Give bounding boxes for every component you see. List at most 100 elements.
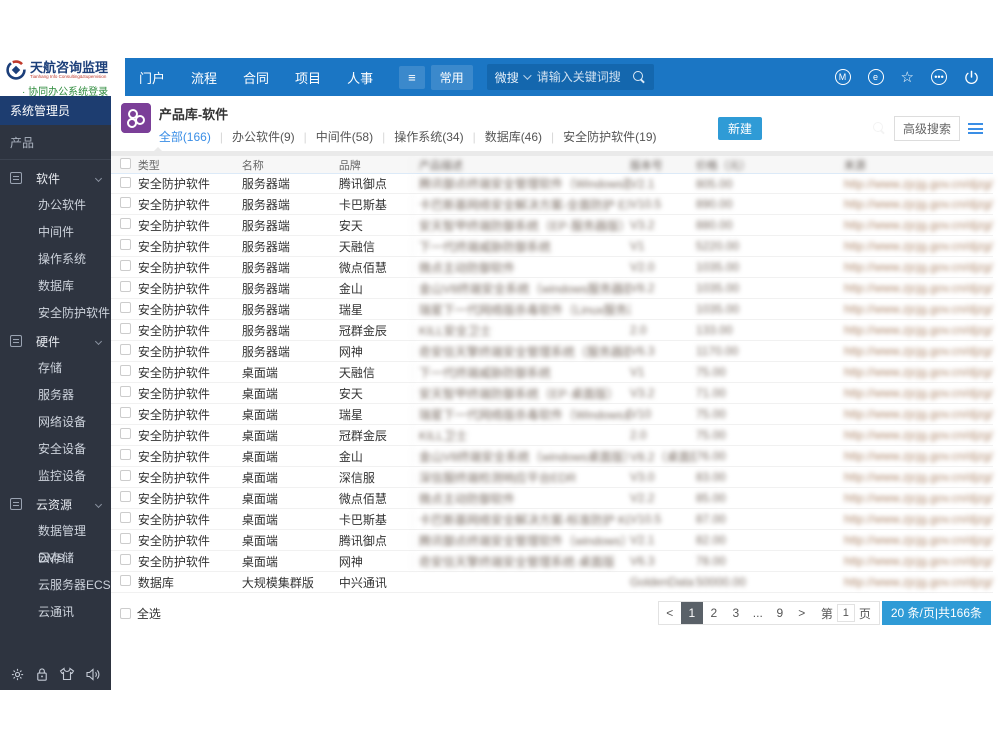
- table-row[interactable]: 安全防护软件 服务器端 卡巴斯基 卡巴斯基网络安全解决方案-全面防护 EX V1…: [110, 194, 993, 215]
- table-row[interactable]: 安全防护软件 桌面端 网神 奇安信天擎终端安全管理系统·桌面版 V6.3 78.…: [110, 551, 993, 572]
- row-checkbox[interactable]: [119, 239, 131, 250]
- lock-icon[interactable]: [35, 667, 49, 682]
- sidebar-item-2-1[interactable]: 云存储: [38, 551, 75, 565]
- row-checkbox[interactable]: [119, 302, 131, 313]
- more-options-icon[interactable]: •••: [931, 69, 947, 85]
- table-row[interactable]: 安全防护软件 桌面端 天融信 下一代终端威胁防御系统 V1 75.00 http…: [110, 362, 993, 383]
- sidebar-item-1-3[interactable]: 安全设备: [38, 442, 87, 456]
- row-checkbox[interactable]: [119, 491, 131, 502]
- row-checkbox[interactable]: [119, 512, 131, 523]
- sidebar-group-1[interactable]: 硬件: [0, 327, 111, 355]
- header-checkbox[interactable]: [119, 157, 131, 169]
- new-button[interactable]: 新建: [717, 116, 762, 140]
- table-row[interactable]: 安全防护软件 服务器端 腾讯御点 腾讯御点终端安全管理软件（Windows版） …: [110, 173, 993, 194]
- row-checkbox[interactable]: [119, 407, 131, 418]
- theme-shirt-icon[interactable]: [59, 667, 75, 682]
- table-row[interactable]: 安全防护软件 桌面端 瑞星 瑞星下一代网络版杀毒软件（Windows桌面版） V…: [110, 404, 993, 425]
- sidebar-item-2-2[interactable]: 云服务器ECS: [38, 578, 111, 592]
- tab-2[interactable]: 中间件(58): [315, 130, 374, 144]
- sidebar-item-0-4[interactable]: 安全防护软件: [38, 306, 111, 320]
- sidebar-item-0-0[interactable]: 办公软件: [38, 198, 87, 212]
- sidebar-item-2-0[interactable]: 数据管理DMS: [38, 524, 87, 565]
- sidebar-item-1-0[interactable]: 存储: [38, 361, 63, 375]
- prev-page-button[interactable]: <: [666, 606, 674, 620]
- select-all[interactable]: 全选: [119, 605, 161, 622]
- table-row[interactable]: 安全防护软件 服务器端 冠群金辰 KILL安全卫士 2.0 133.00 htt…: [110, 320, 993, 341]
- select-all-checkbox[interactable]: [119, 607, 131, 619]
- row-checkbox[interactable]: [119, 554, 131, 565]
- table-row[interactable]: 安全防护软件 服务器端 天融信 下一代终端威胁防御系统 V1 5220.00 h…: [110, 236, 993, 257]
- nav-item-1[interactable]: 流程: [191, 70, 218, 86]
- nav-item-3[interactable]: 项目: [295, 70, 322, 86]
- tab-4[interactable]: 数据库(46): [484, 130, 543, 144]
- row-checkbox[interactable]: [119, 470, 131, 481]
- page-button-1[interactable]: 1: [680, 602, 703, 624]
- settings-gear-icon[interactable]: [10, 667, 25, 682]
- sidebar-item-1-4[interactable]: 监控设备: [38, 469, 87, 483]
- table-row[interactable]: 安全防护软件 服务器端 瑞星 瑞星下一代网络版杀毒软件（Linux服务器） 10…: [110, 299, 993, 320]
- table-row[interactable]: 安全防护软件 桌面端 安天 安天智甲终端防御系统（EP·桌面版） V3.2 71…: [110, 383, 993, 404]
- row-checkbox[interactable]: [119, 323, 131, 334]
- table-row[interactable]: 安全防护软件 桌面端 微点佰慧 微点主动防御软件 V2.2 85.00 http…: [110, 488, 993, 509]
- power-logout-icon[interactable]: [964, 70, 979, 85]
- row-checkbox[interactable]: [119, 197, 131, 208]
- table-row[interactable]: 安全防护软件 服务器端 金山 金山V8终端安全系统（windows服务器版） V…: [110, 278, 993, 299]
- global-search-input[interactable]: [536, 70, 633, 84]
- filter-search-icon[interactable]: [872, 121, 886, 135]
- page-button-...[interactable]: ...: [752, 606, 763, 620]
- page-button-3[interactable]: 3: [732, 606, 740, 620]
- cell-description: 金山V8终端安全系统（windows服务器版）: [411, 279, 630, 297]
- speaker-volume-icon[interactable]: [85, 667, 101, 682]
- chat-icon[interactable]: e: [867, 69, 884, 85]
- page-button-9[interactable]: 9: [776, 606, 784, 620]
- sidebar-item-0-3[interactable]: 数据库: [38, 279, 75, 293]
- next-page-button[interactable]: >: [798, 606, 806, 620]
- favorites-star-icon[interactable]: ☆: [900, 69, 914, 86]
- table-row[interactable]: 安全防护软件 桌面端 深信服 深信服终端检测响应平台EDR V3.0 83.00…: [110, 467, 993, 488]
- table-row[interactable]: 安全防护软件 服务器端 安天 安天智甲终端防御系统（EP·服务器版） V3.2 …: [110, 215, 993, 236]
- tab-0[interactable]: 全部(166): [158, 130, 211, 144]
- tab-5[interactable]: 安全防护软件(19): [563, 130, 657, 144]
- table-row[interactable]: 安全防护软件 桌面端 冠群金辰 KILL卫士 2.0 75.00 http://…: [110, 425, 993, 446]
- row-checkbox[interactable]: [119, 344, 131, 355]
- row-checkbox[interactable]: [119, 281, 131, 292]
- sidebar-item-0-2[interactable]: 操作系统: [38, 252, 87, 266]
- search-scope-dropdown[interactable]: 微搜: [495, 69, 532, 86]
- sidebar-item-1-2[interactable]: 网络设备: [38, 415, 87, 429]
- tab-3[interactable]: 操作系统(34): [394, 130, 464, 144]
- nav-item-0[interactable]: 门户: [139, 70, 166, 86]
- page-button-2[interactable]: 2: [710, 606, 718, 620]
- advanced-search-button[interactable]: 高级搜索: [893, 115, 960, 141]
- row-checkbox[interactable]: [119, 176, 131, 188]
- sidebar-item-2-3[interactable]: 云通讯: [38, 605, 75, 619]
- search-icon[interactable]: [632, 70, 646, 84]
- table-row[interactable]: 安全防护软件 桌面端 金山 金山V8终端安全系统（windows桌面版） V8.…: [110, 446, 993, 467]
- row-checkbox[interactable]: [119, 218, 131, 229]
- oa-login-link[interactable]: · 协同办公系统登录: [22, 87, 109, 98]
- row-checkbox[interactable]: [119, 449, 131, 460]
- table-row[interactable]: 安全防护软件 服务器端 网神 奇安信天擎终端安全管理系统（服务器版） V6.3 …: [110, 341, 993, 362]
- sidebar-item-1-1[interactable]: 服务器: [38, 388, 75, 402]
- row-checkbox[interactable]: [119, 386, 131, 397]
- table-row[interactable]: 安全防护软件 服务器端 微点佰慧 微点主动防御软件 V2.0 1035.00 h…: [110, 257, 993, 278]
- jump-page-input[interactable]: 1: [836, 604, 855, 622]
- tab-1[interactable]: 办公软件(9): [231, 130, 295, 144]
- nav-pinned-button[interactable]: 常用: [430, 64, 473, 90]
- nav-item-2[interactable]: 合同: [243, 70, 270, 86]
- sidebar-group-0[interactable]: 软件: [0, 164, 111, 192]
- messages-icon[interactable]: M: [834, 69, 851, 85]
- row-checkbox[interactable]: [119, 575, 131, 586]
- sidebar-group-2[interactable]: 云资源: [0, 490, 111, 518]
- row-checkbox[interactable]: [119, 533, 131, 544]
- table-row[interactable]: 安全防护软件 桌面端 卡巴斯基 卡巴斯基网络安全解决方案-标准防护 KL V10…: [110, 509, 993, 530]
- nav-menu-button[interactable]: ≡: [399, 65, 425, 89]
- row-checkbox[interactable]: [119, 260, 131, 271]
- list-view-icon[interactable]: [968, 122, 983, 134]
- table-row[interactable]: 数据库 大规模集群版 中兴通讯 GoldenData s... 50000.00…: [110, 572, 993, 593]
- row-checkbox[interactable]: [119, 428, 131, 439]
- filter-input[interactable]: [769, 121, 865, 135]
- row-checkbox[interactable]: [119, 365, 131, 376]
- table-row[interactable]: 安全防护软件 桌面端 腾讯御点 腾讯御点终端安全管理软件（windows）V2.…: [110, 530, 993, 551]
- sidebar-item-0-1[interactable]: 中间件: [38, 225, 75, 239]
- nav-item-4[interactable]: 人事: [347, 70, 374, 86]
